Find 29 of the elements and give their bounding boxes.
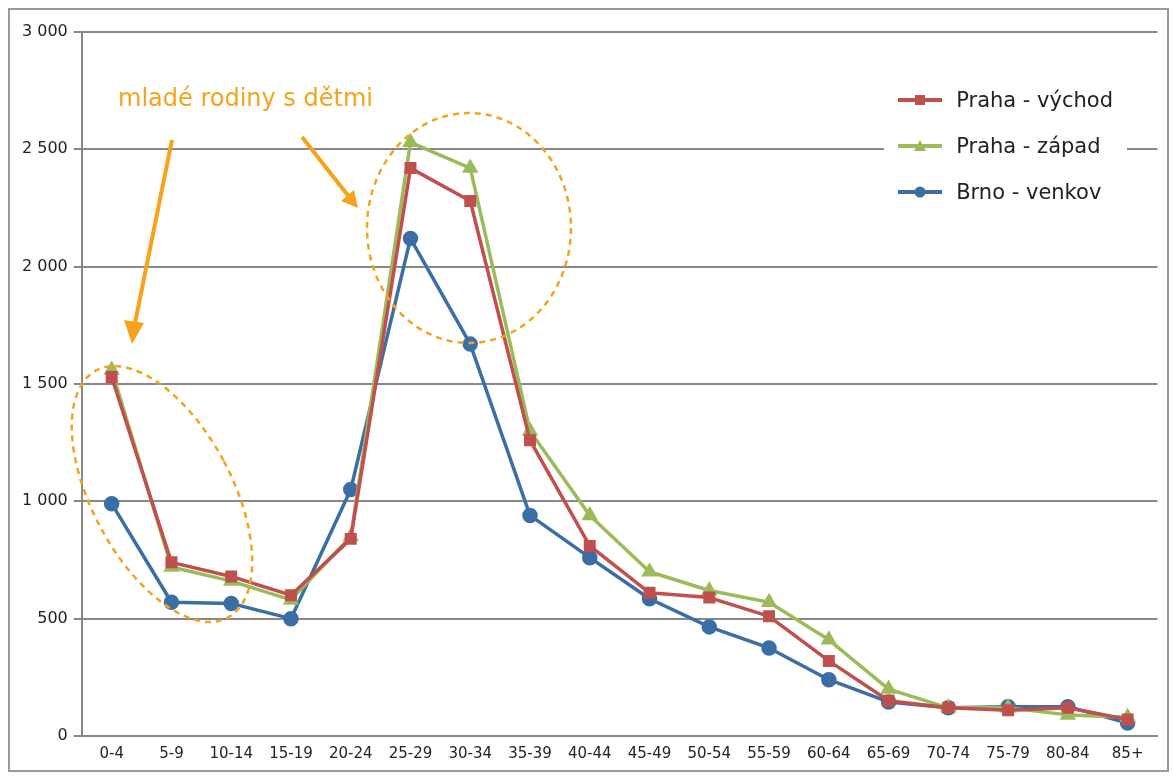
y-tick-label: 0 bbox=[57, 725, 68, 745]
x-tick-label: 55-59 bbox=[747, 743, 791, 762]
x-tick-label: 70-74 bbox=[926, 743, 971, 762]
x-tick-label: 45-49 bbox=[627, 743, 672, 762]
y-tick-label: 2 000 bbox=[21, 255, 68, 275]
annotation: mladé rodiny s dětmi bbox=[118, 84, 373, 112]
y-tick-label: 1 500 bbox=[21, 373, 68, 393]
x-tick-label: 85+ bbox=[1111, 743, 1144, 762]
x-tick-label: 15-19 bbox=[269, 743, 313, 762]
x-tick-label: 20-24 bbox=[328, 743, 373, 762]
y-tick-label: 500 bbox=[37, 607, 68, 627]
x-tick-label: 60-64 bbox=[807, 743, 851, 762]
x-tick-label: 40-44 bbox=[567, 743, 612, 762]
legend-label: Praha - západ bbox=[956, 134, 1101, 158]
x-tick-label: 10-14 bbox=[209, 743, 253, 762]
x-tick-label: 75-79 bbox=[986, 743, 1030, 762]
x-tick-label: 5-9 bbox=[159, 743, 184, 762]
x-tick-label: 80-84 bbox=[1046, 743, 1090, 762]
x-tick-label: 35-39 bbox=[508, 743, 552, 762]
legend-label: Praha - východ bbox=[956, 88, 1113, 112]
x-tick-label: 65-69 bbox=[866, 743, 911, 762]
legend-label: Brno - venkov bbox=[956, 180, 1102, 204]
y-tick-label: 3 000 bbox=[21, 21, 68, 41]
x-tick-label: 30-34 bbox=[448, 743, 493, 762]
x-tick-label: 50-54 bbox=[687, 743, 732, 762]
y-tick-label: 2 500 bbox=[21, 138, 68, 158]
x-tick-label: 25-29 bbox=[388, 743, 433, 762]
x-tick-label: 0-4 bbox=[99, 743, 124, 762]
y-tick-label: 1 000 bbox=[21, 490, 68, 510]
